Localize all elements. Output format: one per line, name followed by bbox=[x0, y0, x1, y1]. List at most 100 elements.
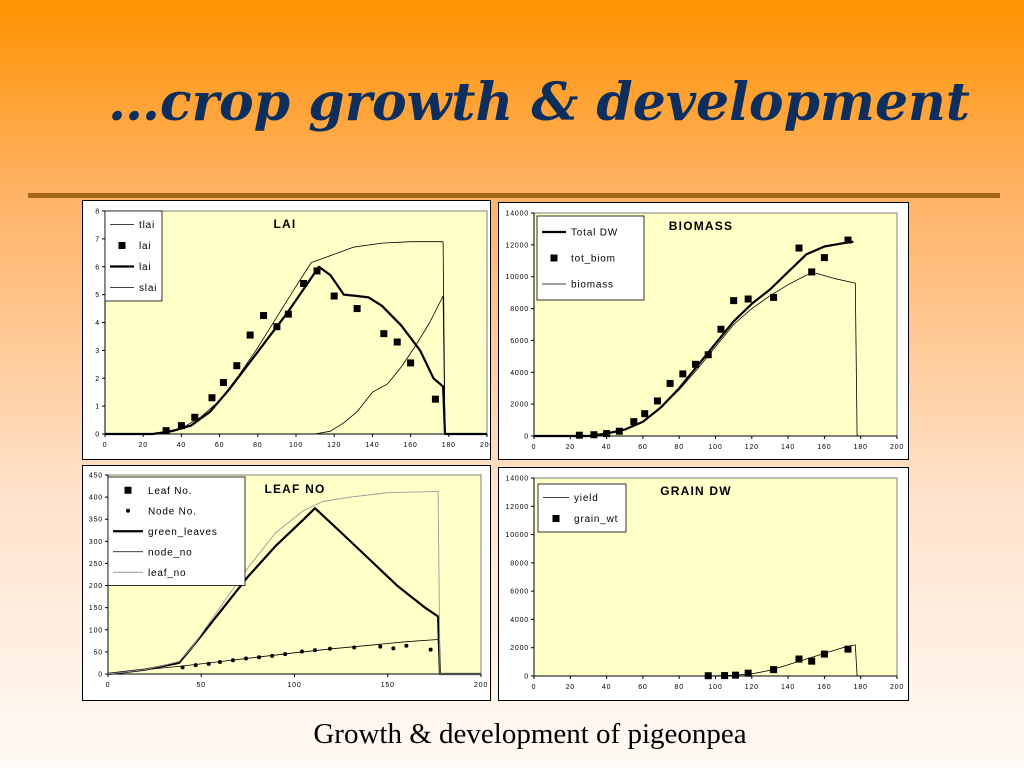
legend-label-grain-wt: grain_wt bbox=[574, 514, 618, 525]
legend-label-yield: yield bbox=[574, 493, 599, 504]
x-tick-label: 40 bbox=[602, 684, 611, 691]
legend-swatch-node-no bbox=[126, 508, 130, 513]
tot-biom-marker bbox=[679, 370, 687, 378]
biomass-svg: 0 2000 4000 6000 8000 10000 12000 14000 0 20 40 60 8… bbox=[506, 211, 904, 452]
tot-biom-marker bbox=[844, 236, 852, 244]
slide-caption: Growth & development of pigeonpea bbox=[313, 718, 747, 750]
y-tick-label: 4000 bbox=[510, 370, 529, 377]
y-tick-label: 12000 bbox=[506, 504, 529, 511]
legend-label-lai: lai bbox=[139, 241, 151, 252]
legend-label-leaf-no: Leaf No. bbox=[148, 486, 192, 497]
y-tick-label: 50 bbox=[94, 649, 103, 656]
y-tick-label: 7 bbox=[95, 236, 100, 243]
y-tick-label: 100 bbox=[89, 627, 103, 634]
y-tick-label: 8000 bbox=[510, 306, 529, 313]
y-tick-label: 2 bbox=[95, 376, 100, 383]
legend: tlai lai lai slai bbox=[104, 210, 163, 302]
node-no-line bbox=[107, 639, 481, 675]
tot-biom-marker bbox=[692, 360, 700, 368]
lai-marker bbox=[177, 422, 185, 430]
tot-biom-marker bbox=[641, 410, 649, 418]
node-no-point bbox=[193, 663, 198, 668]
node-no-point bbox=[378, 644, 383, 649]
x-tick-label: 160 bbox=[404, 442, 418, 449]
legend-label-slai: slai bbox=[139, 283, 157, 294]
x-tick-label: 160 bbox=[817, 444, 831, 451]
legend-label-leaf-no: leaf_no bbox=[148, 568, 186, 579]
node-no-point bbox=[352, 645, 357, 650]
lai-marker bbox=[246, 331, 254, 339]
y-tick-label: 12000 bbox=[506, 242, 529, 249]
slai-line bbox=[105, 295, 487, 435]
legend-label-tot-biom: tot_biom bbox=[571, 254, 616, 265]
legend-label-total-dw: Total DW bbox=[571, 228, 618, 239]
y-tick-label: 6 bbox=[95, 264, 100, 271]
grain-wt-marker bbox=[844, 645, 852, 653]
lai-marker bbox=[393, 338, 401, 346]
y-tick-label: 2000 bbox=[510, 645, 529, 652]
x-tick-label: 40 bbox=[602, 444, 611, 451]
x-tick-label: 180 bbox=[854, 684, 868, 691]
x-tick-label: 200 bbox=[890, 444, 904, 451]
node-no-point bbox=[270, 653, 275, 658]
x-tick-label: 140 bbox=[781, 684, 795, 691]
x-tick-label: 0 bbox=[532, 684, 537, 691]
tot-biom-marker bbox=[730, 297, 738, 305]
legend: Leaf No. Node No. green_leaves node_no leaf_… bbox=[107, 476, 246, 586]
y-tick-label: 0 bbox=[98, 672, 103, 679]
y-tick-label: 4 bbox=[95, 320, 100, 327]
x-tick-label: 100 bbox=[289, 442, 303, 449]
x-tick-label: 200 bbox=[474, 682, 488, 689]
lai-marker bbox=[284, 310, 292, 318]
x-tick-label: 140 bbox=[365, 442, 379, 449]
tot-biom-marker bbox=[704, 351, 712, 359]
legend-swatch-leaf-no bbox=[124, 486, 132, 494]
grain-wt-marker bbox=[770, 666, 778, 674]
node-no-point bbox=[391, 646, 396, 651]
x-tick-label: 160 bbox=[817, 684, 831, 691]
x-tick-label: 50 bbox=[197, 682, 206, 689]
y-tick-label: 350 bbox=[89, 517, 103, 524]
tot-biom-marker bbox=[770, 293, 778, 301]
x-tick-label: 150 bbox=[381, 682, 395, 689]
tot-biom-marker bbox=[717, 325, 725, 333]
lai-marker bbox=[233, 362, 241, 370]
legend-label-biomass: biomass bbox=[571, 280, 614, 291]
x-tick-label: 140 bbox=[781, 444, 795, 451]
y-tick-label: 150 bbox=[89, 605, 103, 612]
lai-marker bbox=[219, 378, 227, 386]
grain-dw-chart: 0 2000 4000 6000 8000 10000 12000 14000 0 20 40 60 8… bbox=[498, 467, 909, 701]
grain-wt-marker bbox=[795, 655, 803, 663]
grain-wt-marker bbox=[721, 672, 729, 680]
x-tick-label: 180 bbox=[854, 444, 868, 451]
legend-swatch-tot-biom bbox=[550, 254, 558, 262]
y-tick-label: 0 bbox=[524, 674, 529, 681]
node-no-point bbox=[428, 647, 433, 652]
lai-line bbox=[105, 265, 487, 436]
x-tick-label: 60 bbox=[638, 684, 647, 691]
lai-svg: 012345678020406080100120140160180200LAIt… bbox=[95, 209, 490, 450]
legend-label-green-leaves: green_leaves bbox=[148, 527, 218, 538]
y-tick-label: 450 bbox=[89, 473, 103, 480]
slide-title: …crop growth & development bbox=[108, 72, 970, 133]
node-no-point bbox=[217, 660, 222, 665]
tot-biom-marker bbox=[630, 418, 638, 426]
tlai-line bbox=[105, 241, 487, 435]
lai-chart: 012345678020406080100120140160180200LAIt… bbox=[82, 200, 491, 460]
y-tick-label: 1 bbox=[95, 404, 100, 411]
y-tick-label: 5 bbox=[95, 292, 100, 299]
tot-biom-marker bbox=[575, 431, 583, 439]
chart-title: BIOMASS bbox=[669, 219, 733, 233]
x-tick-label: 120 bbox=[745, 684, 759, 691]
y-tick-label: 14000 bbox=[506, 211, 529, 218]
x-tick-label: 0 bbox=[106, 682, 111, 689]
y-tick-label: 250 bbox=[89, 561, 103, 568]
y-tick-label: 6000 bbox=[510, 589, 529, 596]
lai-marker bbox=[380, 330, 388, 338]
x-tick-label: 180 bbox=[442, 442, 456, 449]
tot-biom-marker bbox=[615, 427, 623, 435]
node-no-point bbox=[313, 648, 318, 653]
legend: yield grain_wt bbox=[537, 483, 627, 533]
x-tick-label: 100 bbox=[287, 682, 301, 689]
